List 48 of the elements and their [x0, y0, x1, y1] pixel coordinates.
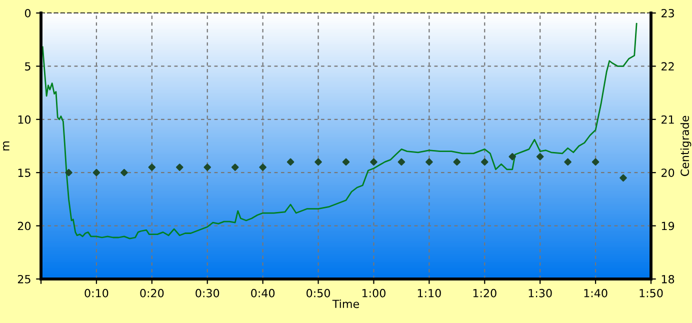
point — [120, 168, 128, 176]
x-tick-label: 1:20 — [473, 288, 496, 298]
point — [259, 164, 266, 171]
y-tick-label: 20 — [18, 222, 31, 230]
y2-tick-label: 20 — [662, 168, 674, 177]
point — [480, 158, 488, 166]
point — [314, 158, 322, 166]
point — [65, 168, 72, 176]
y2-tick-label: 23 — [662, 8, 674, 18]
x-tick-label: 1:40 — [584, 288, 608, 298]
y-tick-label: 0 — [24, 8, 31, 18]
y-tick-label: 10 — [18, 115, 31, 124]
y-tick-label: 25 — [18, 274, 30, 284]
point — [286, 158, 294, 166]
point — [92, 168, 100, 176]
point — [370, 158, 378, 166]
line-series — [42, 22, 638, 240]
point — [564, 158, 572, 166]
x-tick-label: 0:50 — [306, 288, 330, 298]
point — [231, 164, 239, 171]
x-tick-label: 0:30 — [196, 288, 220, 298]
x-tick-label: 1:00 — [362, 288, 386, 298]
y2-axis-title: Centigrade — [680, 116, 692, 176]
point — [204, 164, 212, 171]
point — [536, 153, 544, 160]
y-tick-label: 15 — [18, 168, 30, 177]
point — [592, 158, 600, 166]
y2-tick-label: 21 — [662, 115, 674, 124]
y2-tick-label: 19 — [662, 222, 674, 230]
point — [620, 174, 627, 182]
y2-tick-label: 22 — [662, 62, 674, 70]
x-tick-label: 0:20 — [140, 288, 164, 298]
point — [176, 164, 184, 171]
x-axis-title: Time — [332, 299, 359, 308]
point — [342, 158, 350, 166]
x-tick-label: 1:30 — [528, 288, 552, 298]
point — [453, 158, 461, 166]
x-tick-label: 0:10 — [84, 288, 108, 298]
x-tick-label: 0:40 — [251, 288, 275, 298]
point — [508, 153, 516, 160]
point — [398, 158, 406, 166]
x-tick-label: 1:50 — [640, 288, 663, 298]
point — [426, 158, 433, 166]
x-tick-label: 1:10 — [418, 288, 441, 298]
point — [148, 164, 156, 171]
y-axis-title: m — [3, 142, 10, 150]
y-tick-label: 5 — [25, 62, 30, 71]
y2-tick-label: 18 — [662, 274, 674, 284]
